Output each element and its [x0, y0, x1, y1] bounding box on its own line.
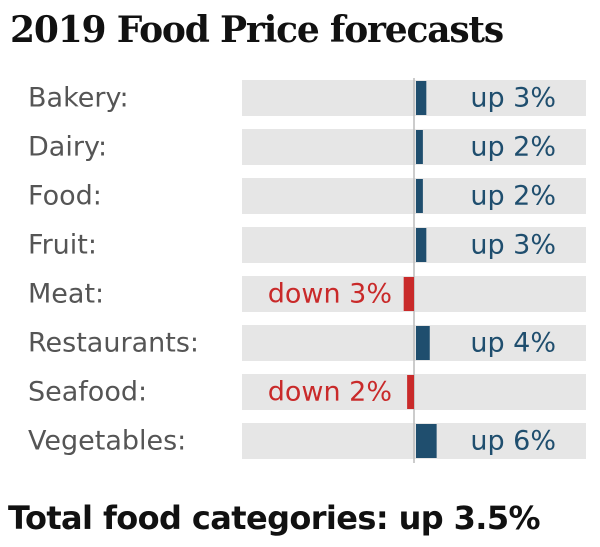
value-bar — [416, 424, 437, 458]
value-label: up 2% — [470, 181, 556, 212]
value-bar — [416, 179, 423, 213]
category-label: Bakery: — [28, 83, 129, 114]
value-bar — [416, 81, 427, 115]
category-label: Vegetables: — [28, 426, 186, 457]
value-label: up 4% — [470, 328, 556, 359]
value-label: up 3% — [470, 230, 556, 261]
value-bar — [416, 130, 423, 164]
category-label: Meat: — [28, 279, 104, 310]
category-label: Restaurants: — [28, 328, 199, 359]
value-bar — [416, 228, 427, 262]
category-label: Seafood: — [28, 377, 147, 408]
value-label: up 2% — [470, 132, 556, 163]
value-bar — [407, 375, 414, 409]
total-summary: Total food categories: up 3.5% — [8, 499, 541, 537]
category-label: Food: — [28, 181, 102, 212]
category-label: Dairy: — [28, 132, 107, 163]
value-bar — [416, 326, 430, 360]
chart-title: 2019 Food Price forecasts — [10, 9, 504, 51]
value-label: up 3% — [470, 83, 556, 114]
value-label: down 2% — [268, 377, 392, 408]
value-label: up 6% — [470, 426, 556, 457]
value-bar — [403, 277, 414, 311]
category-label: Fruit: — [28, 230, 97, 261]
value-label: down 3% — [268, 279, 392, 310]
